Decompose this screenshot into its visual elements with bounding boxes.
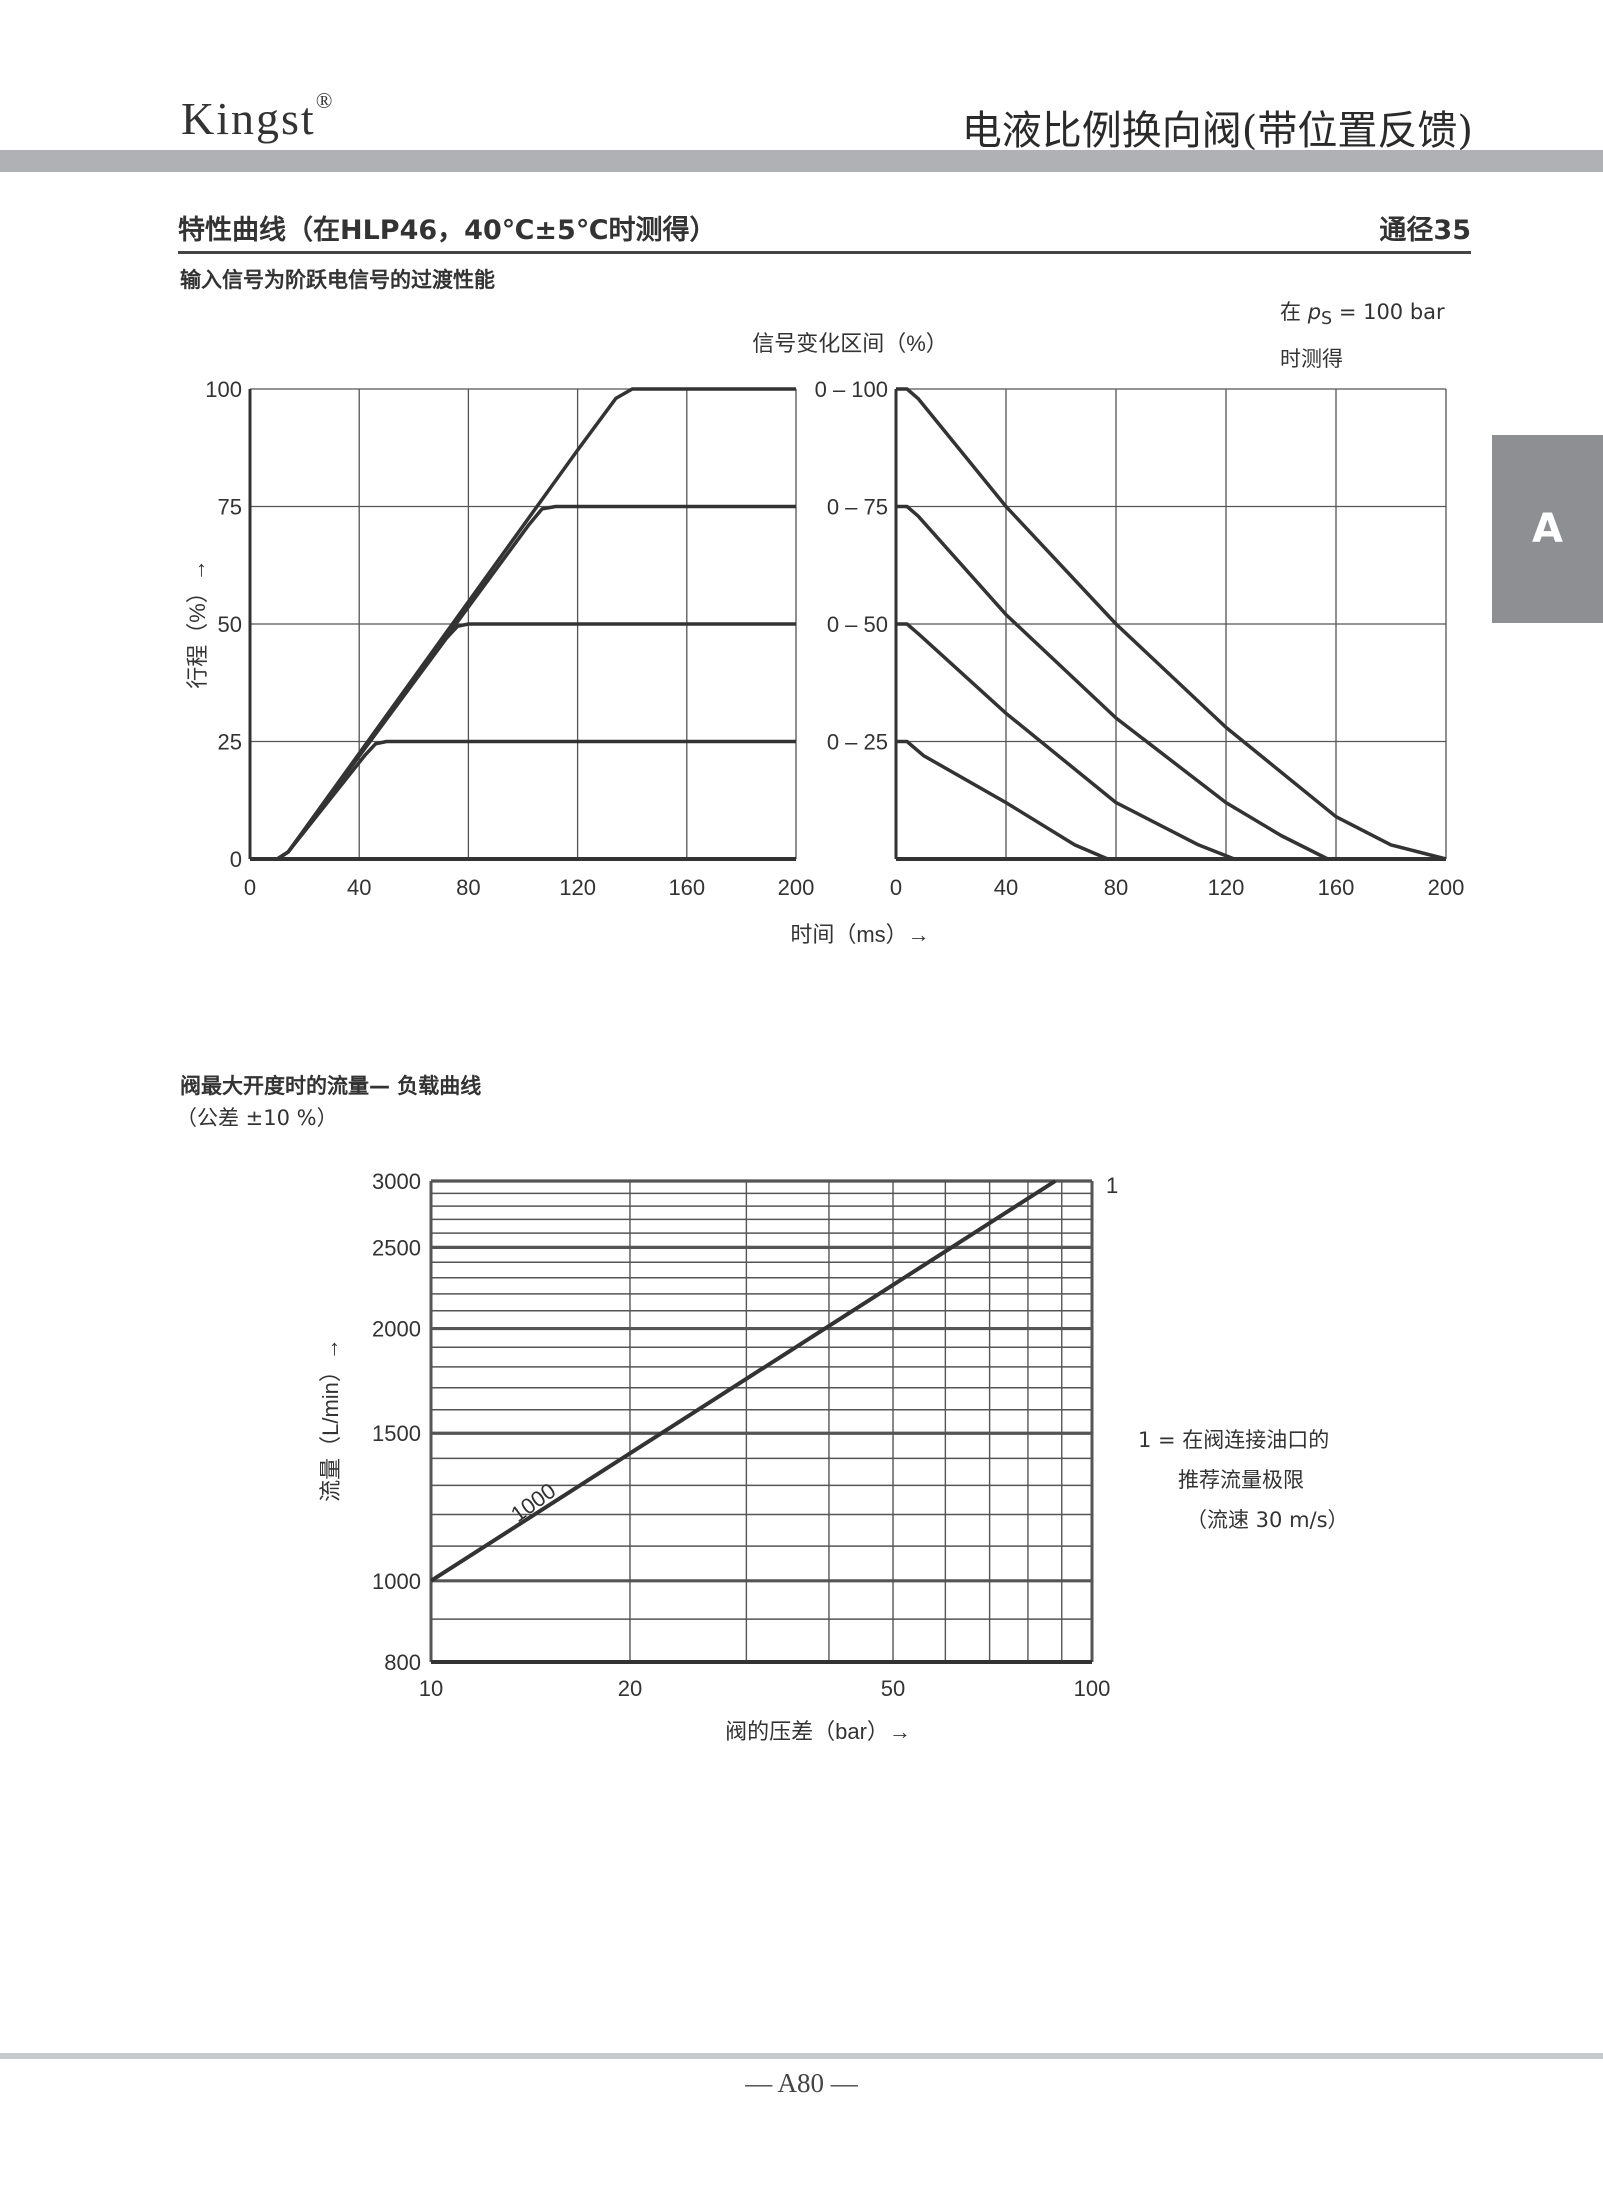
x-tick-label: 200: [1428, 875, 1465, 900]
x-axis-label: 阀的压差（bar）→: [725, 1719, 911, 1744]
x-tick-label: 0: [244, 875, 256, 900]
footer-divider: [0, 2053, 1603, 2059]
legend-line1: 1 = 在阀连接油口的: [1138, 1428, 1330, 1452]
x-tick-label: 40: [994, 875, 1018, 900]
y-tick-label: 3000: [372, 1169, 421, 1194]
y-tick-label: 2000: [372, 1317, 421, 1342]
chart3-title: 阀最大开度时的流量— 负载曲线: [180, 1074, 482, 1098]
series-line: [250, 739, 796, 861]
chart1-note: 在 pS = 100 bar 时测得: [1280, 292, 1445, 379]
series-line: [896, 739, 1109, 861]
y-tick-label: 100: [205, 377, 242, 402]
series-line: [896, 622, 1235, 861]
limit-marker-label: 1: [1106, 1173, 1118, 1198]
chart3-legend: 1 = 在阀连接油口的 推荐流量极限 （流速 30 m/s）: [1138, 1420, 1349, 1540]
section-title: 特性曲线（在HLP46，40℃±5℃时测得）: [178, 215, 717, 246]
x-tick-label: 100: [1074, 1676, 1111, 1701]
x-tick-label: 40: [347, 875, 371, 900]
x-tick-label: 50: [881, 1676, 905, 1701]
header-bar: [0, 150, 1603, 172]
x-tick-label: 160: [1318, 875, 1355, 900]
x-tick-label: 80: [456, 875, 480, 900]
x-tick-label: 80: [1104, 875, 1128, 900]
series-line: [896, 504, 1329, 861]
y-tick-label: 800: [384, 1650, 421, 1675]
chart3-subtitle: （公差 ±10 %）: [176, 1106, 338, 1130]
x-tick-label: 0: [890, 875, 902, 900]
y-tick-label: 0 – 50: [827, 612, 888, 637]
chart2-title: 信号变化区间（%）: [752, 331, 948, 356]
x-axis-label: 时间（ms）→: [790, 922, 929, 947]
section-divider: [178, 251, 1471, 254]
chart1-title: 输入信号为阶跃电信号的过渡性能: [180, 268, 495, 292]
y-axis-label: 行程（%）→: [185, 559, 210, 689]
series-line: [250, 504, 796, 861]
x-tick-label: 10: [419, 1676, 443, 1701]
page-number: — A80 —: [745, 2068, 858, 2098]
x-tick-label: 20: [618, 1676, 642, 1701]
y-axis-label: 流量（L/min）→: [318, 1338, 343, 1502]
x-tick-label: 120: [559, 875, 596, 900]
x-tick-label: 120: [1208, 875, 1245, 900]
y-tick-label: 0 – 75: [827, 495, 888, 520]
side-tab[interactable]: A: [1492, 435, 1603, 623]
note-var: p: [1307, 300, 1322, 324]
series-line: [250, 387, 796, 861]
note-prefix: 在: [1280, 300, 1301, 324]
x-tick-label: 160: [668, 875, 705, 900]
x-tick-label: 200: [778, 875, 815, 900]
note-sub: S: [1321, 309, 1333, 330]
brand-name: Kingst: [181, 93, 316, 144]
legend-line3: （流速 30 m/s）: [1186, 1508, 1349, 1532]
document-title: 电液比例换向阀(带位置反馈): [961, 108, 1473, 154]
brand-logo: Kingst®: [181, 88, 334, 145]
series-line: [429, 1179, 1057, 1583]
registered-mark: ®: [315, 88, 335, 113]
note-line2: 时测得: [1280, 347, 1343, 372]
y-tick-label: 75: [218, 495, 242, 520]
y-tick-label: 0 – 100: [815, 377, 888, 402]
legend-line2: 推荐流量极限: [1178, 1468, 1304, 1492]
y-tick-label: 1000: [372, 1569, 421, 1594]
series-line: [896, 387, 1447, 861]
y-tick-label: 0: [230, 847, 242, 872]
y-tick-label: 0 – 25: [827, 730, 888, 755]
y-tick-label: 25: [218, 730, 242, 755]
note-suffix: = 100 bar: [1332, 300, 1445, 324]
y-tick-label: 2500: [372, 1235, 421, 1260]
y-tick-label: 50: [218, 612, 242, 637]
y-tick-label: 1500: [372, 1421, 421, 1446]
section-size: 通径35: [1379, 215, 1471, 246]
